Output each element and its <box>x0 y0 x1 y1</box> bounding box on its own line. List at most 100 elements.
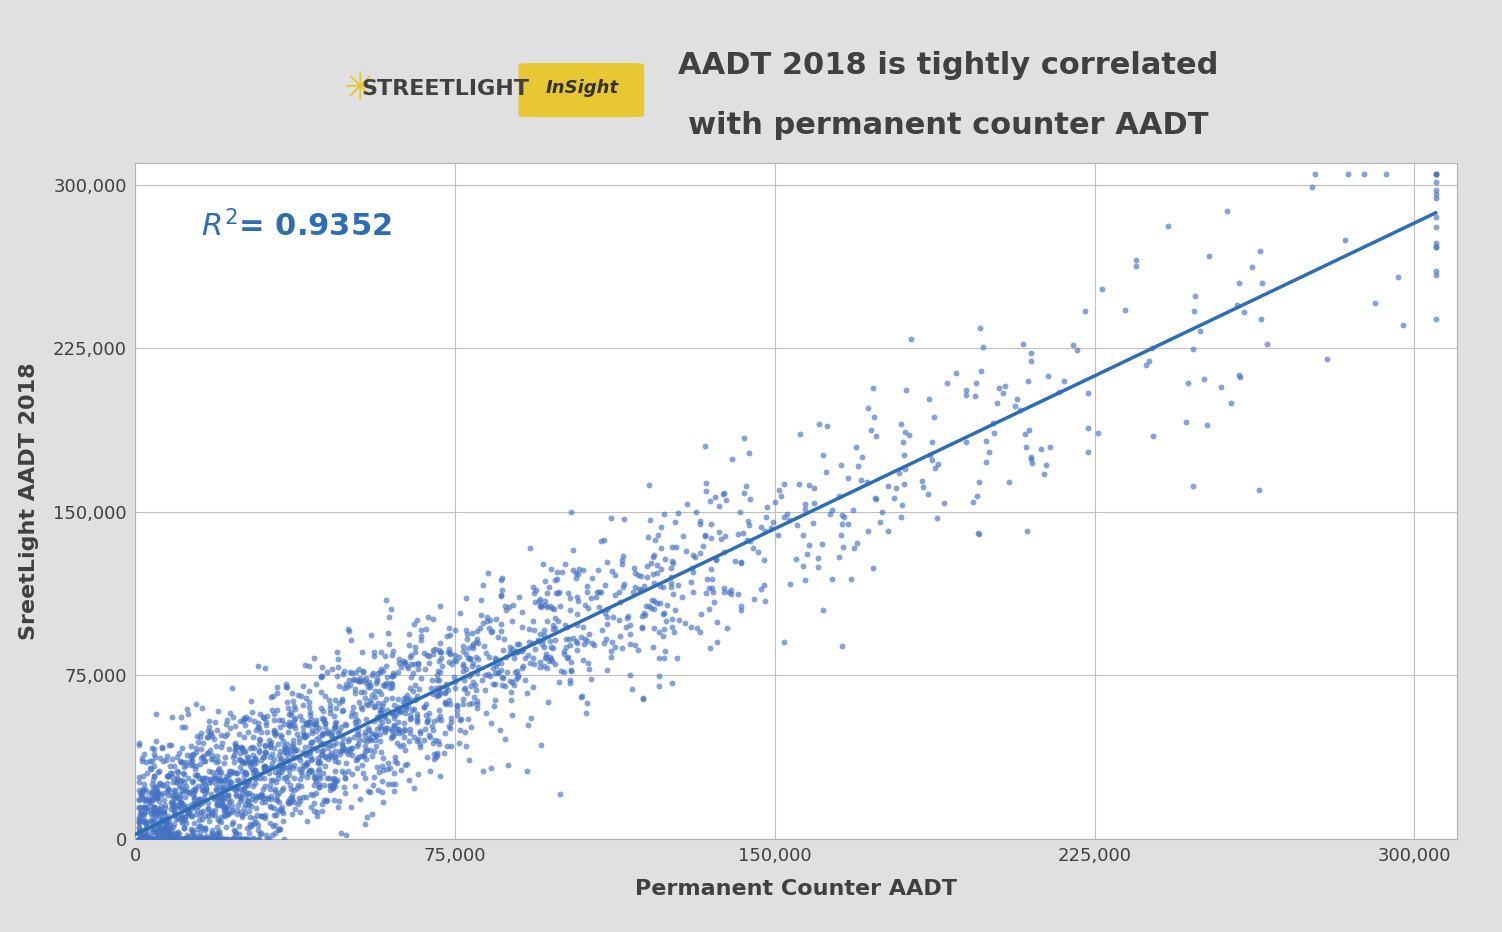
Point <box>237 774 261 788</box>
Point <box>1018 451 1042 466</box>
Point <box>141 769 165 784</box>
Point <box>403 678 427 692</box>
Point <box>831 540 855 555</box>
Point <box>227 773 251 788</box>
Point <box>518 655 542 670</box>
Point <box>768 483 792 498</box>
Point <box>715 621 739 636</box>
Point <box>529 660 553 675</box>
Point <box>153 831 177 846</box>
Point <box>565 635 589 650</box>
Point <box>312 777 336 792</box>
Point <box>530 637 554 651</box>
Point <box>297 737 321 752</box>
Point <box>291 730 315 745</box>
Point <box>188 807 212 822</box>
Point <box>140 740 164 755</box>
Point <box>137 831 161 846</box>
Point <box>270 781 294 796</box>
Point <box>273 742 297 757</box>
Point <box>394 701 418 716</box>
Point <box>535 661 559 676</box>
Point <box>502 678 526 692</box>
Point <box>200 774 224 789</box>
Point <box>496 758 520 773</box>
Point <box>171 831 195 846</box>
Point <box>575 600 599 615</box>
Point <box>311 726 335 741</box>
Point <box>141 805 165 820</box>
Point <box>553 556 577 571</box>
Point <box>312 715 336 730</box>
Point <box>380 776 404 791</box>
Point <box>439 627 463 642</box>
Point <box>273 679 297 694</box>
Point <box>207 786 231 801</box>
Point <box>374 722 398 737</box>
Point <box>156 831 180 846</box>
Point <box>224 831 248 846</box>
Point <box>140 831 164 846</box>
Point <box>409 724 433 739</box>
Point <box>156 768 180 783</box>
Point <box>658 580 682 595</box>
Point <box>662 514 686 529</box>
Point <box>452 673 476 688</box>
Point <box>607 612 631 627</box>
Point <box>129 829 153 843</box>
Point <box>231 730 255 745</box>
Point <box>497 599 521 614</box>
Point <box>228 714 252 729</box>
Point <box>424 733 448 747</box>
Point <box>158 820 182 835</box>
Point <box>575 579 599 594</box>
Point <box>201 769 225 784</box>
Point <box>323 716 347 731</box>
Point <box>1157 219 1181 234</box>
Point <box>234 776 258 791</box>
Point <box>161 831 185 846</box>
Point <box>314 720 338 735</box>
Point <box>264 679 288 694</box>
Point <box>556 650 580 665</box>
Point <box>254 828 278 843</box>
Point <box>263 727 287 742</box>
Point <box>282 702 306 717</box>
Point <box>312 712 336 727</box>
Point <box>428 599 452 614</box>
Point <box>398 721 422 736</box>
Point <box>327 744 351 759</box>
Point <box>185 796 209 811</box>
Point <box>135 831 159 846</box>
Point <box>357 722 382 737</box>
Point <box>889 498 913 513</box>
Point <box>269 760 293 774</box>
Point <box>275 770 299 785</box>
Point <box>149 799 173 814</box>
Point <box>380 729 404 744</box>
Point <box>144 831 168 846</box>
Point <box>225 739 249 754</box>
Point <box>149 805 173 820</box>
Point <box>266 822 290 837</box>
Point <box>680 565 704 580</box>
Point <box>176 799 200 814</box>
Point <box>252 808 276 823</box>
Point <box>197 720 221 734</box>
Point <box>281 783 305 798</box>
Point <box>454 680 478 695</box>
Point <box>308 685 332 700</box>
Point <box>290 767 314 782</box>
Point <box>258 800 282 815</box>
Point <box>171 765 195 780</box>
Point <box>892 476 916 491</box>
Point <box>186 799 210 814</box>
Point <box>523 656 547 671</box>
Point <box>345 672 369 687</box>
Point <box>494 603 518 618</box>
Point <box>425 747 449 762</box>
Point <box>180 796 204 811</box>
Point <box>828 488 852 503</box>
Point <box>330 666 354 681</box>
Point <box>412 700 436 715</box>
